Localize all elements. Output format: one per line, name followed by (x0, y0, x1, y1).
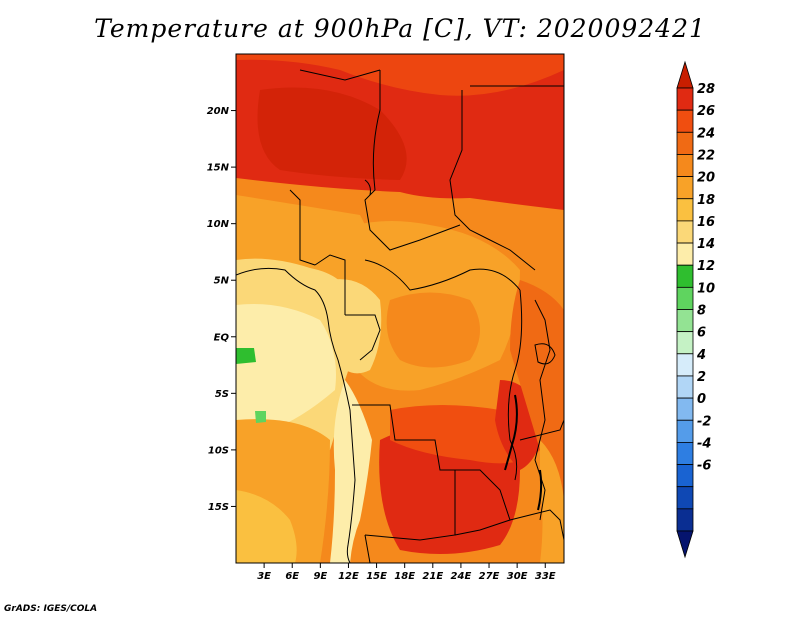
colorbar-swatch (676, 87, 694, 111)
colorbar-label: 20 (697, 171, 715, 186)
grads-credit: GrADS: IGES/COLA (4, 604, 98, 614)
lat-tick-label: EQ (214, 332, 230, 343)
lake-malawi (537, 469, 543, 511)
colorbar-swatch (676, 375, 694, 399)
lon-tick-label: 9E (313, 571, 327, 582)
colorbar-bottom-arrow (676, 530, 694, 559)
border-drc-east (507, 289, 523, 481)
colorbar-swatch (676, 286, 694, 310)
colorbar-swatch (676, 242, 694, 266)
field-north-top (236, 54, 564, 96)
border-zambia (440, 469, 511, 536)
field-ocean-coolest (236, 304, 336, 440)
colorbar-top-arrow (676, 60, 694, 89)
colorbar-swatch (676, 397, 694, 421)
colorbar-swatch (676, 131, 694, 155)
lat-tick-label: 15N (207, 163, 230, 174)
colorbar-label: -4 (697, 436, 711, 451)
border-south (364, 534, 371, 563)
lon-tick-label: 24E (451, 571, 472, 582)
field-east-highlands (510, 280, 564, 500)
colorbar-label: 0 (697, 392, 706, 407)
colorbar-label: 24 (697, 126, 715, 141)
colorbar-label: 8 (697, 304, 706, 319)
colorbar-label: -6 (697, 459, 711, 474)
field-angola-coast (330, 380, 372, 563)
colorbar-label: 12 (697, 259, 715, 274)
lat-tick-label: 20N (207, 106, 230, 117)
colorbar-swatch (676, 264, 694, 288)
lat-tick-label: 15S (208, 502, 229, 513)
lat-tick-label: 10S (208, 445, 229, 456)
coastline-west (236, 267, 356, 563)
lon-tick-label: 30E (507, 571, 528, 582)
lake-tanganyika (504, 394, 518, 471)
colorbar-label: 28 (697, 82, 715, 97)
colorbar-swatch (676, 309, 694, 333)
colorbar-swatch (676, 419, 694, 443)
border-cameroon (314, 254, 346, 315)
field-congo-center (386, 292, 480, 368)
lat-tick-label: 5N (214, 276, 230, 287)
map-title: Temperature at 900hPa [C], VT: 202009242… (94, 14, 706, 43)
lon-tick-label: 33E (535, 571, 556, 582)
country-borders (236, 69, 564, 563)
border-nigeria (289, 189, 316, 266)
colorbar-label: 26 (697, 104, 715, 119)
colorbar-swatch (676, 176, 694, 200)
colorbar-label: 14 (697, 237, 715, 252)
border-chad (364, 70, 461, 251)
border-east-lakes (534, 299, 551, 521)
colorbar-label: 16 (697, 215, 715, 230)
colorbar-label: 10 (697, 281, 715, 296)
lon-tick-label: 12E (338, 571, 359, 582)
border-congo (345, 314, 381, 361)
field-cold-patch-1 (236, 348, 256, 364)
colorbar-swatch (676, 486, 694, 510)
lat-tick-label: 5S (215, 389, 229, 400)
lon-tick-label: 3E (257, 571, 271, 582)
lake-chad (364, 179, 371, 196)
colorbar-label: 22 (697, 148, 715, 163)
field-gabon-cool (328, 279, 382, 374)
field-cold-patch-2 (255, 411, 266, 423)
border-mozambique (509, 509, 564, 541)
lat-tick-label: 10N (207, 219, 230, 230)
colorbar-swatch (676, 331, 694, 355)
lake-victoria (534, 343, 556, 365)
latitude-axis: 20N 15N 10N 5N EQ 5S 10S 15S (207, 106, 236, 513)
map-frame (235, 53, 565, 564)
colorbar-label: 4 (696, 348, 706, 363)
lon-tick-label: 18E (394, 571, 415, 582)
colorbar-swatch (676, 508, 694, 532)
colorbar-label: 18 (697, 193, 715, 208)
colorbar-swatch (676, 198, 694, 222)
colorbar-swatch (676, 109, 694, 133)
colorbar-swatch (676, 353, 694, 377)
border-sudan (449, 90, 536, 271)
lon-tick-label: 15E (366, 571, 387, 582)
colorbar-swatch (676, 464, 694, 488)
colorbar-label: 2 (697, 370, 706, 385)
colorbar-swatch (676, 441, 694, 465)
colorbar-label: 6 (697, 326, 706, 341)
lon-tick-label: 27E (479, 571, 500, 582)
colorbar-label: -2 (697, 414, 711, 429)
field-southwest-cool (236, 490, 297, 563)
border-niger (299, 69, 381, 81)
colorbar-swatch (676, 220, 694, 244)
border-car (364, 259, 521, 291)
longitude-axis: 3E 6E 9E 12E 15E 18E 21E 24E 27E 30E 33E (257, 563, 556, 582)
lon-tick-label: 6E (285, 571, 299, 582)
lon-tick-label: 21E (422, 571, 443, 582)
temperature-field (236, 54, 564, 563)
colorbar-swatch (676, 154, 694, 177)
field-north-hottest (257, 87, 407, 180)
field-east-cool (540, 440, 564, 563)
border-tanzania (519, 419, 564, 441)
